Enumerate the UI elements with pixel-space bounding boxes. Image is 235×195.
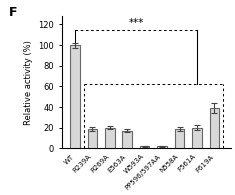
Bar bbox=[210, 108, 219, 148]
Bar bbox=[157, 146, 167, 148]
Bar bbox=[140, 146, 149, 148]
Bar bbox=[122, 131, 132, 148]
Bar bbox=[105, 128, 115, 148]
Bar bbox=[192, 128, 202, 148]
Text: F: F bbox=[8, 6, 17, 19]
Y-axis label: Relative activity (%): Relative activity (%) bbox=[24, 40, 33, 125]
Text: ***: *** bbox=[128, 18, 144, 28]
Bar bbox=[88, 129, 97, 148]
Bar bbox=[175, 129, 184, 148]
Bar bbox=[70, 45, 80, 148]
